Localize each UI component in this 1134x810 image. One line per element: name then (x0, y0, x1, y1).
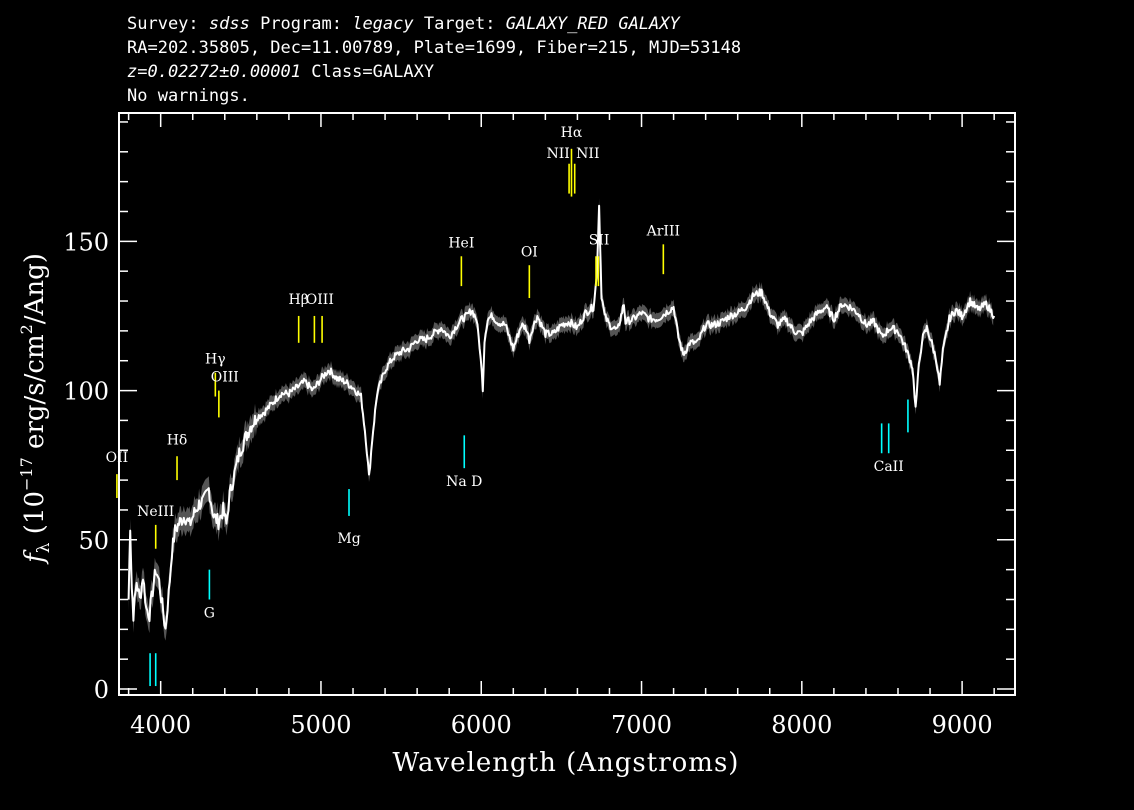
line-marker-layer: OIINeIIIHδHγOIIIHβOIIIOIIIHeIOINIIHαNIIS… (0, 0, 909, 687)
y-axis-label: fλ (10−17 erg/s/cm2/Ang) (17, 253, 54, 565)
x-tick-label: 7000 (611, 711, 672, 739)
emission-line-label: NII (576, 146, 599, 162)
plot-frame (118, 112, 1016, 696)
x-axis-label: Wavelength (Angstroms) (393, 748, 740, 778)
abs-line-label: Na D (446, 474, 482, 490)
abs-line-label: CaII (874, 459, 904, 475)
survey-key: Survey: (127, 14, 209, 34)
header-line-4: No warnings. (127, 86, 250, 106)
y-label-a: (10 (20, 491, 50, 543)
y-tick-label: 150 (63, 228, 109, 256)
x-tick-label: 4000 (130, 711, 191, 739)
target-value: GALAXY_RED GALAXY (505, 14, 680, 34)
emission-line-label: OIII (306, 292, 334, 308)
header-line-1: Survey: sdss Program: legacy Target: GAL… (127, 12, 680, 36)
y-tick-label: 50 (78, 527, 109, 555)
y-tick-label: 0 (94, 676, 109, 704)
spectrum-line (127, 204, 996, 630)
emission-line-label: OIII (211, 370, 239, 386)
y-label-c: /Ang) (20, 253, 50, 324)
emission-line-label: ArIII (646, 223, 680, 239)
axes-layer: 4000 5000 6000 7000 8000 9000 0 50 100 150 (63, 112, 1016, 739)
emission-line-label: OI (521, 244, 538, 260)
program-key: Program: (249, 14, 353, 34)
y-label-exp2: 2 (17, 324, 36, 334)
emission-line-label: HeI (448, 235, 474, 251)
emission-line-label: OIII (0, 0, 14, 4)
emission-line-label: Hγ (205, 352, 226, 368)
program-value: legacy (352, 14, 414, 34)
x-tick-label: 6000 (451, 711, 512, 739)
target-key: Target: (413, 14, 506, 34)
spectrum-layer (127, 204, 996, 630)
y-label-b: erg/s/cm (20, 334, 50, 457)
emission-line-label: Hα (561, 125, 583, 141)
redshift-value: z=0.02272±0.00001 (127, 62, 301, 82)
x-tick-label: 5000 (290, 711, 351, 739)
y-label-exp1: −17 (17, 457, 36, 491)
emission-line-label: NeIII (137, 504, 174, 520)
class-value: Class=GALAXY (301, 62, 435, 82)
survey-value: sdss (208, 14, 250, 34)
abs-line-label: G (204, 605, 215, 621)
y-label-lambda: λ (34, 542, 54, 553)
header-line-3: z=0.02272±0.00001 Class=GALAXY (127, 60, 434, 84)
y-tick-label: 100 (63, 378, 109, 406)
x-tick-label: 8000 (771, 711, 832, 739)
header-line-2: RA=202.35805, Dec=11.00789, Plate=1699, … (127, 38, 742, 58)
x-tick-label: 9000 (932, 711, 993, 739)
emission-line-label: Hδ (167, 432, 188, 448)
emission-line-label: NII (547, 146, 570, 162)
emission-line-label: OII (106, 450, 129, 466)
emission-line-label: SII (0, 0, 10, 4)
emission-line-label: SII (589, 232, 610, 248)
emission-line-label: Hβ (289, 292, 309, 308)
abs-line-label: Mg (337, 531, 360, 547)
